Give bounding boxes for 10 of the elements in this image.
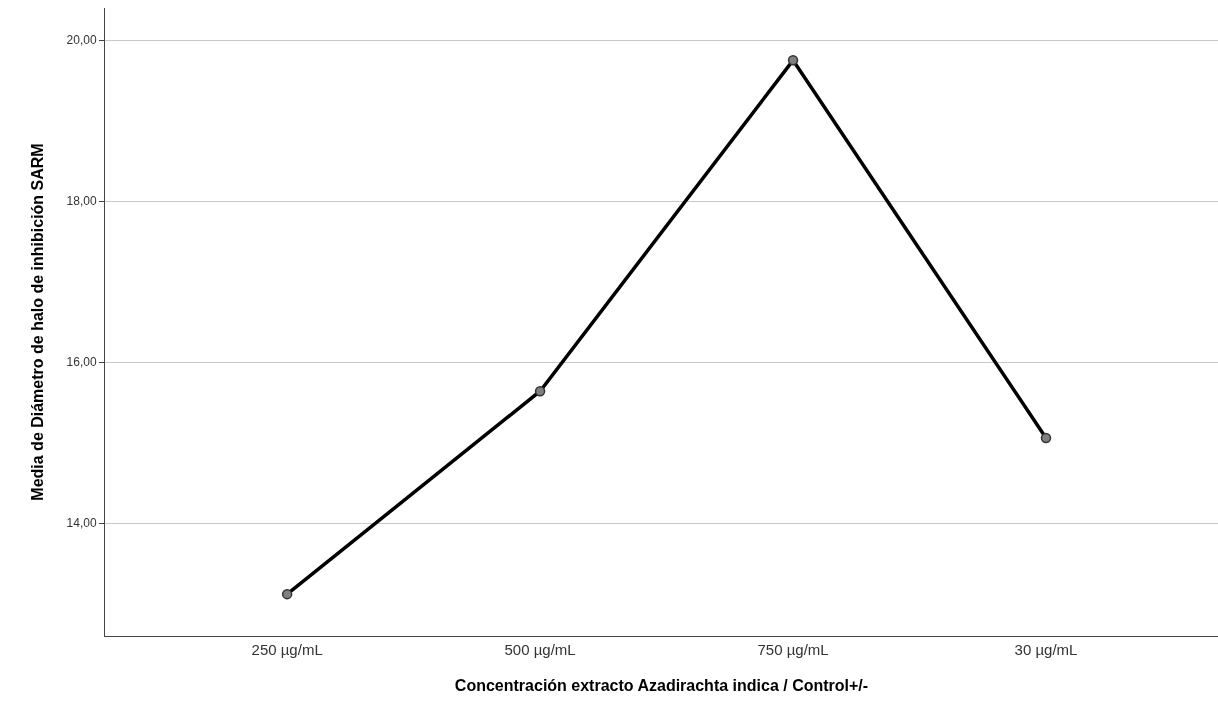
y-tick-label: 16,00	[66, 355, 97, 370]
y-tick-label: 14,00	[66, 516, 97, 531]
x-tick-label: 250 µg/mL	[251, 641, 323, 658]
x-tick-label: 30 µg/mL	[1014, 641, 1078, 658]
y-axis-title: Media de Diámetro de halo de inhibición SARM	[29, 143, 47, 501]
x-tick-label: 750 µg/mL	[757, 641, 829, 658]
y-tick-label: 18,00	[66, 194, 97, 209]
y-tick-label: 20,00	[66, 33, 97, 48]
x-axis-title: Concentración extracto Azadirachta indica / Control+/-	[454, 676, 869, 694]
x-tick-label: 500 µg/mL	[504, 641, 576, 658]
